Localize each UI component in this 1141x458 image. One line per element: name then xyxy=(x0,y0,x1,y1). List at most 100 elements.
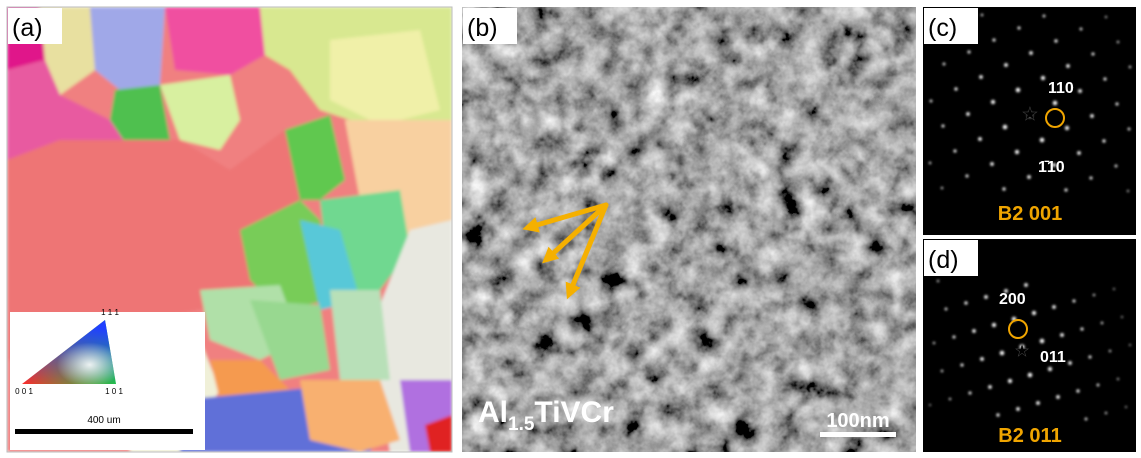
spot xyxy=(1092,293,1096,297)
spot xyxy=(1104,411,1108,415)
spot xyxy=(1090,114,1094,118)
spot xyxy=(1125,406,1127,408)
scale-bar xyxy=(15,429,193,434)
spot xyxy=(980,357,984,361)
zone-axis: B2 001 xyxy=(998,203,1063,225)
spot xyxy=(964,301,968,305)
spots xyxy=(928,13,1132,193)
spot xyxy=(1027,112,1033,118)
spot-index: 1̄10 xyxy=(1038,159,1065,176)
spot xyxy=(1039,137,1045,143)
spot xyxy=(1102,139,1106,143)
spot xyxy=(936,279,940,283)
spot xyxy=(1007,378,1013,384)
spot xyxy=(1100,321,1104,325)
spot xyxy=(968,391,972,395)
spot xyxy=(952,335,956,339)
spot xyxy=(1060,333,1064,337)
spot xyxy=(1129,344,1131,346)
spot xyxy=(999,350,1005,356)
panel-label-box xyxy=(463,8,517,44)
panel-label: (d) xyxy=(928,246,959,274)
spot xyxy=(932,341,936,345)
spot xyxy=(1064,125,1070,131)
spot xyxy=(1096,383,1100,387)
spot xyxy=(1114,164,1118,168)
spot xyxy=(978,137,982,141)
spot xyxy=(1089,176,1093,180)
spot xyxy=(954,87,958,91)
scale-bar xyxy=(820,432,896,437)
spot xyxy=(1042,14,1046,18)
spot xyxy=(1128,65,1132,69)
spot-index: 011 xyxy=(1040,349,1066,366)
spot xyxy=(960,363,964,367)
spot xyxy=(941,124,945,128)
spot xyxy=(1091,52,1095,56)
spot xyxy=(1088,355,1092,359)
panel-label: (b) xyxy=(467,14,498,42)
panel-label: (c) xyxy=(928,14,957,42)
spot xyxy=(940,369,944,373)
spot xyxy=(992,38,996,42)
spot xyxy=(1104,15,1108,19)
spot xyxy=(1080,327,1084,331)
star-marker: ★ xyxy=(1022,104,1038,124)
spot xyxy=(1115,102,1119,106)
panel-label-box xyxy=(8,8,62,44)
spot xyxy=(948,397,952,401)
spot xyxy=(1047,366,1053,372)
composition: Al1.5TiVCr xyxy=(478,396,614,435)
spot xyxy=(1052,100,1058,106)
spot-index: 200 xyxy=(999,291,1026,308)
spot xyxy=(1079,27,1083,31)
star-marker: ★ xyxy=(1015,343,1029,360)
spot xyxy=(1019,344,1025,350)
spot xyxy=(1016,407,1020,411)
spot xyxy=(1084,417,1088,421)
spot xyxy=(1072,299,1076,303)
spot xyxy=(972,329,976,333)
spot-index: 110 xyxy=(1048,80,1074,97)
spot xyxy=(1116,40,1120,44)
spot xyxy=(990,162,994,166)
spot xyxy=(1054,39,1058,43)
element: TiVCr xyxy=(534,396,614,429)
spot xyxy=(1017,26,1021,30)
spot xyxy=(1052,305,1056,309)
spot xyxy=(984,295,988,299)
tem-image xyxy=(462,7,916,452)
spot xyxy=(1004,289,1008,293)
spot xyxy=(988,385,992,389)
spot xyxy=(1064,188,1068,192)
arrow xyxy=(542,202,609,264)
spot xyxy=(1027,175,1031,179)
spot xyxy=(966,112,970,116)
spot xyxy=(1036,401,1040,405)
spot xyxy=(1116,377,1120,381)
spot xyxy=(1040,75,1046,81)
spot xyxy=(996,413,1000,417)
spot xyxy=(1108,349,1112,353)
spot xyxy=(1126,189,1130,193)
spot xyxy=(980,13,984,17)
spot xyxy=(953,149,957,153)
spot xyxy=(967,50,971,54)
ipf-label: 0 0 1 xyxy=(15,387,33,396)
spot xyxy=(942,62,946,66)
spot xyxy=(991,322,997,328)
spot xyxy=(1113,288,1115,290)
panel-label-box xyxy=(924,240,978,276)
spot xyxy=(929,404,931,406)
zone-axis: B2 011 xyxy=(998,425,1061,447)
spot xyxy=(1078,89,1082,93)
spot xyxy=(1029,51,1033,55)
spot xyxy=(1039,338,1045,344)
spot xyxy=(1066,64,1070,68)
spot xyxy=(1024,283,1028,287)
spot xyxy=(1077,151,1081,155)
spots xyxy=(929,279,1131,421)
spot xyxy=(1056,395,1060,399)
spot xyxy=(1002,187,1006,191)
